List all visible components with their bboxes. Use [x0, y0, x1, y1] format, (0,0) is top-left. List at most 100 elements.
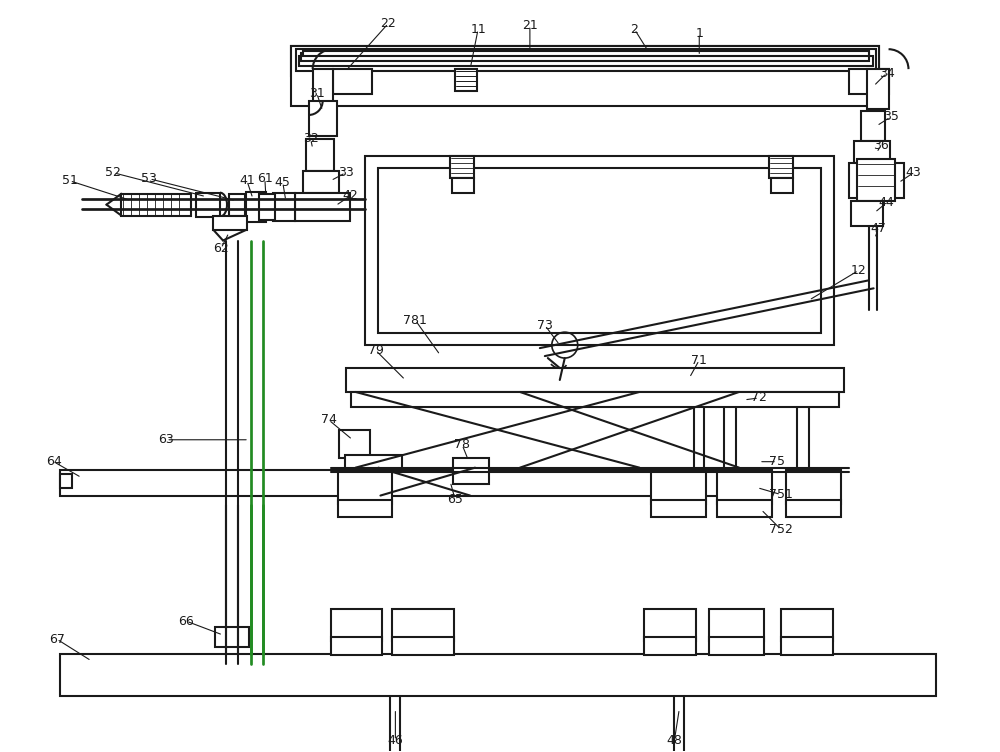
Bar — [455, 69, 477, 91]
Bar — [301, 53, 869, 61]
Text: 51: 51 — [62, 174, 78, 187]
Bar — [296, 49, 876, 71]
Text: 781: 781 — [403, 314, 427, 326]
Text: 66: 66 — [178, 614, 194, 628]
Text: 34: 34 — [879, 67, 894, 80]
Bar — [781, 637, 833, 655]
Bar — [365, 156, 834, 345]
Bar — [331, 609, 382, 641]
Bar — [303, 51, 869, 56]
Bar — [392, 637, 454, 655]
Text: 45: 45 — [275, 176, 291, 190]
Text: 63: 63 — [158, 433, 174, 446]
Text: 42: 42 — [343, 190, 358, 202]
Bar — [121, 194, 191, 216]
Text: 53: 53 — [141, 172, 157, 185]
Bar — [450, 156, 474, 177]
Text: 43: 43 — [906, 166, 921, 179]
Text: 35: 35 — [883, 111, 898, 123]
Bar — [644, 609, 696, 641]
Text: 64: 64 — [46, 455, 62, 468]
Text: 752: 752 — [769, 523, 793, 536]
Bar — [295, 193, 350, 220]
Text: 78: 78 — [454, 438, 470, 451]
Text: 32: 32 — [303, 132, 319, 145]
Text: 65: 65 — [447, 493, 463, 506]
Bar — [259, 194, 275, 220]
Bar — [309, 101, 337, 136]
Bar — [346, 368, 844, 392]
Bar — [854, 141, 890, 162]
Bar — [867, 69, 889, 109]
Text: 1: 1 — [695, 27, 703, 40]
Text: 71: 71 — [691, 353, 707, 366]
Text: 44: 44 — [879, 196, 894, 209]
Bar — [709, 637, 764, 655]
Bar — [306, 139, 334, 171]
Bar — [338, 499, 392, 517]
Text: 11: 11 — [470, 23, 486, 36]
Text: 79: 79 — [368, 344, 383, 356]
Bar — [345, 455, 402, 468]
Text: 46: 46 — [388, 734, 403, 747]
Bar — [229, 194, 245, 216]
Text: 62: 62 — [213, 242, 229, 255]
Text: 67: 67 — [49, 632, 65, 645]
Text: 36: 36 — [873, 139, 888, 153]
Bar — [378, 168, 821, 333]
Bar — [291, 46, 879, 76]
Bar — [709, 609, 764, 641]
Bar — [196, 193, 220, 217]
Text: 72: 72 — [751, 392, 767, 405]
Text: 2: 2 — [631, 23, 638, 36]
Bar — [857, 159, 895, 201]
Bar — [851, 201, 883, 226]
Text: 21: 21 — [522, 19, 538, 32]
Bar — [717, 499, 772, 517]
Text: 22: 22 — [381, 17, 396, 30]
Text: 73: 73 — [537, 319, 553, 332]
Bar — [246, 192, 266, 222]
Text: 47: 47 — [871, 222, 887, 235]
Bar — [60, 470, 727, 496]
Bar — [717, 470, 772, 504]
Bar — [273, 193, 295, 220]
Bar — [651, 470, 706, 504]
Bar — [60, 654, 936, 696]
Text: 31: 31 — [309, 86, 325, 99]
Text: 751: 751 — [769, 488, 793, 501]
Bar — [453, 458, 489, 484]
Bar — [215, 627, 249, 647]
Bar — [392, 609, 454, 641]
Bar — [452, 177, 474, 193]
Bar — [651, 499, 706, 517]
Text: 41: 41 — [239, 174, 255, 187]
Bar — [351, 392, 839, 407]
Text: 74: 74 — [321, 414, 337, 426]
Bar — [299, 56, 873, 66]
Bar — [771, 177, 793, 193]
Bar — [60, 474, 72, 487]
Text: 33: 33 — [338, 166, 353, 179]
Bar — [313, 69, 333, 109]
Bar — [339, 430, 370, 458]
Text: 61: 61 — [257, 172, 273, 185]
Bar — [331, 637, 382, 655]
Bar — [781, 609, 833, 641]
Bar — [849, 69, 889, 94]
Text: 52: 52 — [105, 166, 121, 179]
Bar — [786, 470, 841, 504]
Text: 12: 12 — [851, 264, 867, 277]
Bar — [861, 111, 885, 141]
Bar — [769, 156, 793, 177]
Bar — [644, 637, 696, 655]
Bar — [213, 216, 247, 229]
Bar — [303, 171, 339, 193]
Bar — [291, 46, 879, 106]
Bar — [333, 69, 372, 94]
Bar — [849, 162, 904, 198]
Text: 48: 48 — [666, 734, 682, 747]
Text: 75: 75 — [769, 455, 785, 468]
Bar — [786, 499, 841, 517]
Bar — [338, 470, 392, 504]
